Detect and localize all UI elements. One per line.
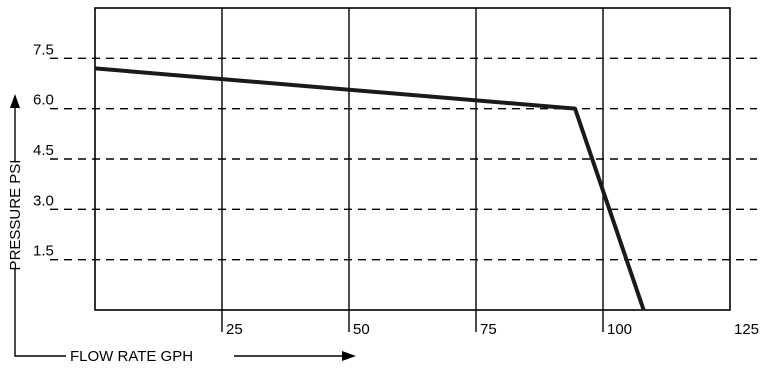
series-layer <box>94 66 646 311</box>
horizontal-gridlines <box>50 57 757 261</box>
y-tick-label: 6.0 <box>33 92 54 109</box>
x-tick-labels: 25 50 75 100 125 <box>226 321 759 338</box>
x-axis-arrow-icon <box>342 351 356 361</box>
y-tick-label: 3.0 <box>33 192 54 209</box>
y-tick-label: 1.5 <box>33 243 54 260</box>
x-tick-label: 50 <box>353 321 370 338</box>
x-axis-bracket-icon <box>14 268 66 357</box>
plot-frame <box>94 7 731 311</box>
y-axis-title: PRESSURE PSI <box>7 160 24 271</box>
pressure-flow-line <box>94 66 646 311</box>
y-tick-label: 4.5 <box>33 142 54 159</box>
y-tick-label: 7.5 <box>33 41 54 58</box>
y-axis-title-group: PRESSURE PSI <box>7 94 24 270</box>
x-tick-label: 25 <box>226 321 243 338</box>
y-tick-labels: 1.5 3.0 4.5 6.0 7.5 <box>33 41 54 259</box>
x-axis-title: FLOW RATE GPH <box>70 348 193 365</box>
y-axis-arrow-icon <box>10 94 20 108</box>
x-axis-title-group: FLOW RATE GPH <box>14 268 356 365</box>
x-tick-label: 75 <box>480 321 497 338</box>
vertical-gridlines <box>221 8 604 332</box>
x-tick-label: 125 <box>734 321 759 338</box>
x-tick-label: 100 <box>607 321 632 338</box>
